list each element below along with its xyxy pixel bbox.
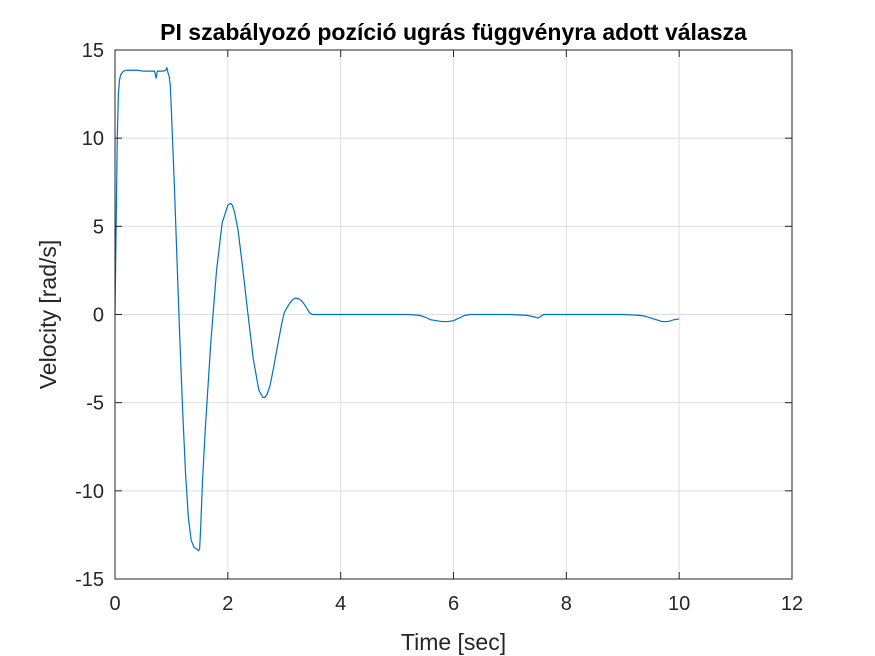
x-tick-label: 6 [448, 593, 459, 615]
y-tick-label: -10 [75, 481, 104, 503]
y-tick-label: -15 [75, 569, 104, 591]
x-tick-label: 4 [335, 593, 346, 615]
series-line-velocity [114, 67, 680, 552]
y-tick-label: 10 [82, 128, 104, 150]
y-tick-label: 0 [93, 305, 104, 327]
grid-lines [114, 49, 793, 580]
x-tick-label: 12 [781, 593, 803, 615]
x-tick-label: 10 [668, 593, 690, 615]
axis-ticks: 0 2 4 6 8 10 12 -15 -10 -5 0 5 10 15 [75, 40, 803, 615]
x-tick-label: 2 [222, 593, 233, 615]
y-axis-label: Velocity [rad/s] [35, 240, 61, 390]
x-axis-label: Time [sec] [401, 629, 506, 655]
y-tick-label: 5 [93, 216, 104, 238]
y-tick-label: -5 [86, 393, 104, 415]
series-layer [114, 67, 680, 552]
x-tick-label: 8 [561, 593, 572, 615]
chart-title: PI szabályozó pozíció ugrás függvényra a… [160, 19, 747, 45]
y-tick-label: 15 [82, 40, 104, 62]
x-tick-label: 0 [109, 593, 120, 615]
